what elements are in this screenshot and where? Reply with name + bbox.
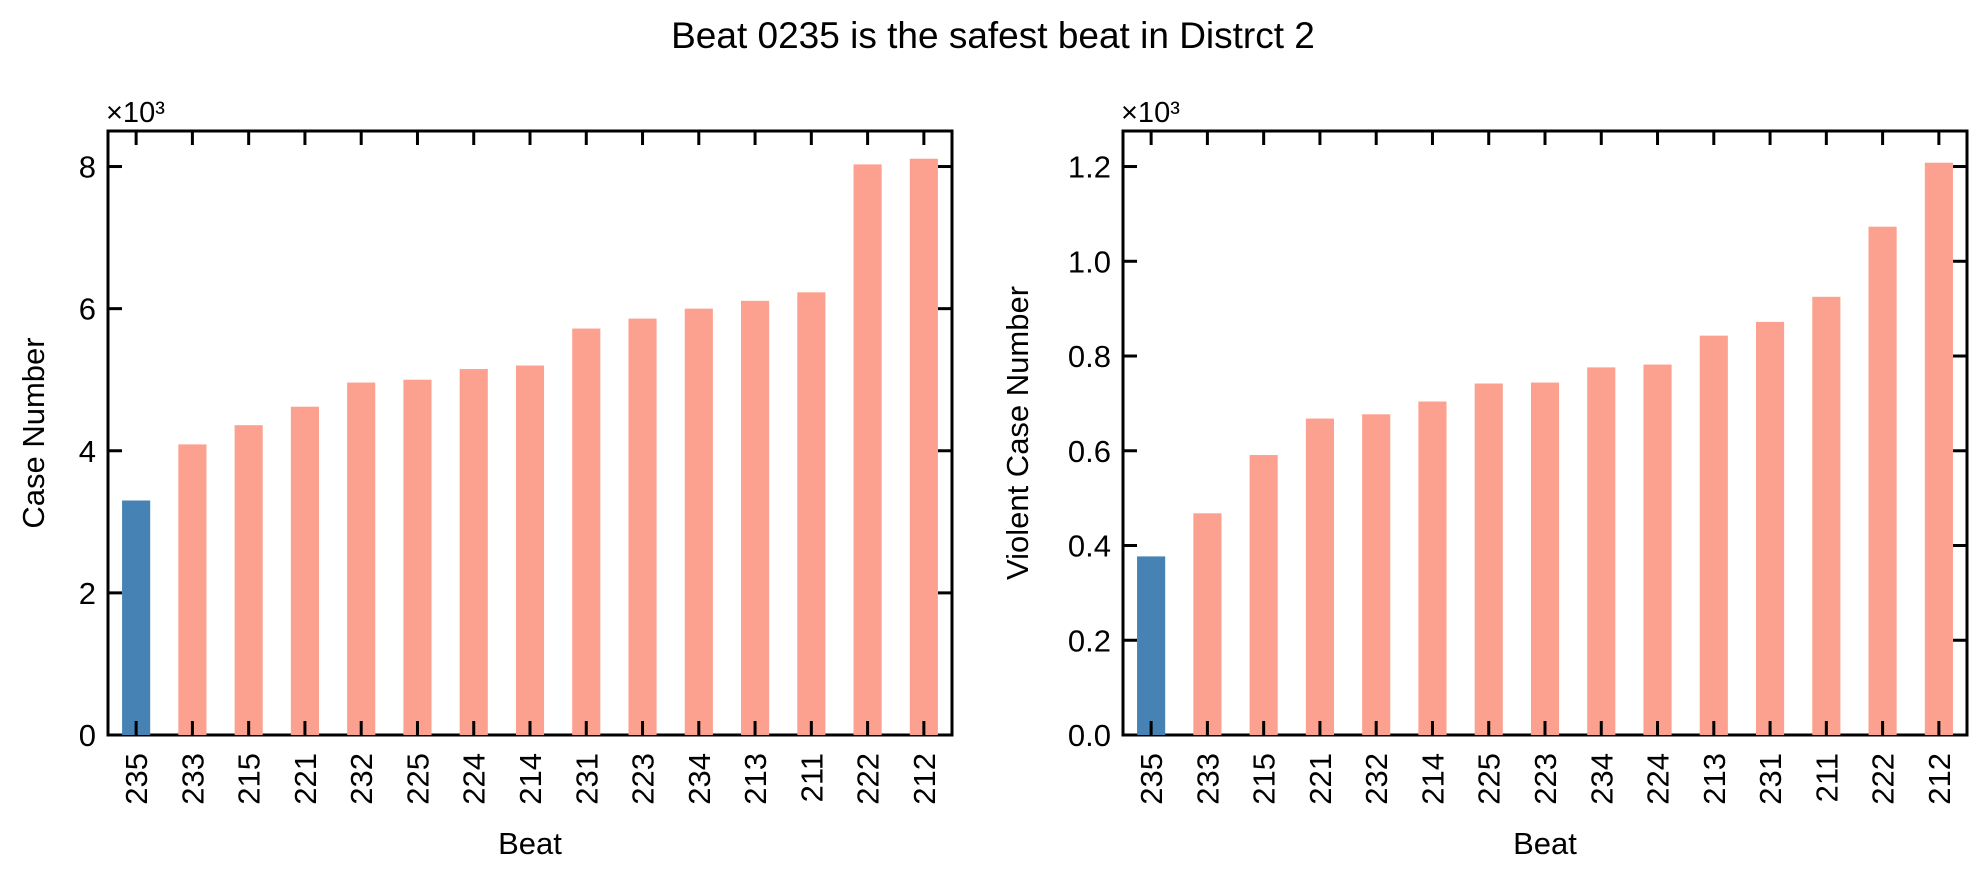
case-number-y-tick-label: 8	[79, 150, 96, 185]
violent-case-number-x-tick-label: 235	[1134, 753, 1169, 805]
violent-case-number-x-tick-label: 231	[1753, 753, 1788, 805]
case-number-y-offset: ×10³	[106, 97, 165, 129]
case-number-bar-221	[290, 406, 319, 735]
violent-case-number-bar-222	[1868, 226, 1897, 735]
violent-case-number-x-tick-label: 223	[1528, 753, 1563, 805]
case-number-bars	[122, 158, 938, 735]
violent-case-number-y-tick-label: 1.2	[1068, 150, 1111, 185]
violent-case-number-x-tick-label: 234	[1584, 753, 1619, 805]
case-number-y-tick-label: 0	[79, 718, 96, 753]
violent-case-number-bar-224	[1643, 364, 1672, 735]
case-number-x-tick-label: 224	[457, 753, 492, 805]
violent-case-number-y-tick-label: 0.6	[1068, 434, 1111, 469]
case-number-y-tick-label: 6	[79, 292, 96, 327]
case-number-y-ticks: 0 2 4 6 8	[79, 150, 952, 753]
case-number-x-tick-label: 211	[794, 753, 829, 802]
case-number-x-axis-label: Beat	[498, 826, 562, 861]
case-number-bar-212	[909, 158, 938, 735]
violent-case-number-y-tick-label: 0.8	[1068, 339, 1111, 374]
case-number-x-tick-label: 223	[626, 753, 661, 805]
violent-case-number-x-tick-label: 232	[1359, 753, 1394, 805]
case-number-x-tick-label: 231	[569, 753, 604, 805]
violent-case-number-y-tick-label: 0.2	[1068, 623, 1111, 658]
case-number-bar-232	[347, 382, 376, 735]
case-number-bar-215	[234, 425, 263, 735]
case-number-x-tick-label: 233	[175, 753, 210, 805]
case-number-x-tick-label: 212	[907, 753, 942, 805]
figure-title: Beat 0235 is the safest beat in Distrct …	[671, 15, 1315, 56]
violent-case-number-bar-233	[1193, 513, 1222, 735]
case-number-x-tick-label: 234	[682, 753, 717, 805]
violent-case-number-y-tick-label: 0.4	[1068, 529, 1111, 564]
violent-case-number-bar-221	[1305, 418, 1334, 735]
violent-case-number-bar-225	[1474, 383, 1503, 735]
case-number-y-tick-label: 4	[79, 434, 96, 469]
case-number-bar-233	[178, 444, 207, 735]
violent-case-number-y-axis-label: Violent Case Number	[1000, 286, 1035, 580]
violent-case-number-x-tick-label: 212	[1922, 753, 1957, 805]
case-number-bar-225	[403, 379, 432, 735]
violent-case-number-x-tick-label: 211	[1809, 753, 1844, 802]
violent-case-number-x-ticks: 235 233 215 221 232 214 225 223 234 224 213 231 211 2…	[1134, 131, 1957, 805]
case-number-bar-223	[628, 318, 657, 735]
case-number-bar-211	[797, 292, 826, 735]
case-number-x-tick-label: 214	[513, 753, 548, 805]
case-number-bar-222	[853, 164, 882, 735]
violent-case-number-bar-232	[1362, 414, 1391, 735]
violent-case-number-bar-214	[1418, 401, 1447, 735]
case-number-bar-214	[515, 365, 545, 735]
violent-case-number-x-tick-label: 215	[1247, 753, 1282, 805]
violent-case-number-bar-213	[1699, 335, 1728, 735]
violent-case-number-x-tick-label: 222	[1866, 753, 1901, 805]
violent-case-number-bar-235	[1137, 556, 1166, 735]
violent-case-number-x-tick-label: 213	[1697, 753, 1732, 805]
case-number-x-tick-label: 225	[400, 753, 435, 805]
case-number-x-tick-label: 215	[232, 753, 267, 805]
case-number-x-tick-label: 222	[851, 753, 886, 805]
case-number-bar-235	[122, 500, 151, 735]
violent-case-number-y-offset: ×10³	[1121, 97, 1180, 129]
case-number-x-tick-label: 213	[738, 753, 773, 805]
case-number-bar-234	[684, 308, 713, 735]
violent-case-number-x-tick-label: 214	[1415, 753, 1450, 805]
case-number-bar-224	[459, 369, 488, 735]
case-number-x-ticks: 235 233 215 221 232 225 224 214 231 223 234 213 211 2…	[119, 131, 942, 805]
case-number-bar-231	[572, 328, 601, 735]
violent-case-number-y-tick-label: 1.0	[1068, 244, 1111, 279]
violent-case-number-x-tick-label: 233	[1190, 753, 1225, 805]
case-number-x-tick-label: 232	[344, 753, 379, 805]
case-number-chart: 235 233 215 221 232 225 224 214 231 223 234 213 211 2…	[16, 97, 954, 861]
case-number-y-axis-label: Case Number	[16, 337, 51, 528]
violent-case-number-x-axis-label: Beat	[1513, 826, 1577, 861]
case-number-x-tick-label: 235	[119, 753, 154, 805]
violent-case-number-bar-211	[1812, 296, 1841, 735]
case-number-y-tick-label: 2	[79, 576, 96, 611]
violent-case-number-bar-231	[1756, 321, 1785, 735]
violent-case-number-bar-212	[1924, 162, 1953, 735]
violent-case-number-y-tick-label: 0.0	[1068, 718, 1111, 753]
violent-case-number-x-tick-label: 221	[1303, 753, 1338, 805]
violent-case-number-chart: 235 233 215 221 232 214 225 223 234 224 213 231 211 2…	[1000, 97, 1969, 861]
case-number-bar-213	[741, 300, 770, 735]
violent-case-number-bar-223	[1530, 382, 1560, 735]
violent-case-number-bar-215	[1249, 455, 1278, 735]
violent-case-number-bar-234	[1587, 367, 1616, 735]
violent-case-number-x-tick-label: 224	[1641, 753, 1676, 805]
violent-case-number-y-ticks: 0.0 0.2 0.4 0.6 0.8 1.0 1.2	[1068, 150, 1967, 753]
violent-case-number-bars	[1137, 162, 1953, 735]
violent-case-number-x-tick-label: 225	[1472, 753, 1507, 805]
case-number-x-tick-label: 221	[288, 753, 323, 805]
